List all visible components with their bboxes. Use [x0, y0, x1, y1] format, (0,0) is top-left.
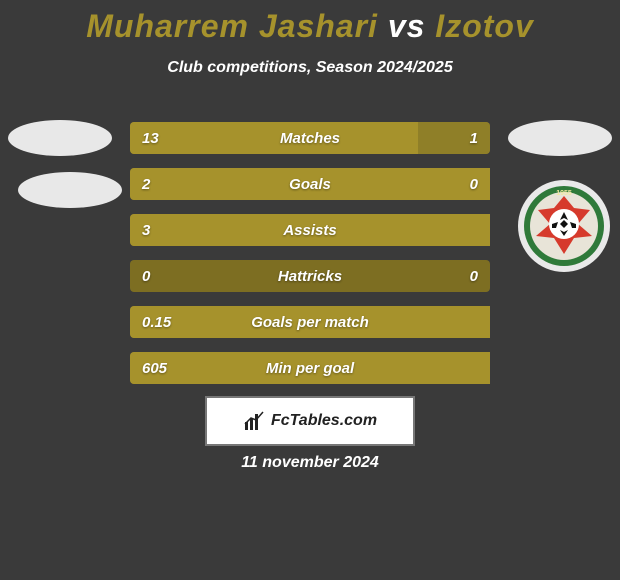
bar-label: Min per goal — [130, 352, 490, 384]
title-player1: Muharrem Jashari — [86, 8, 378, 44]
bar-value-left: 605 — [142, 352, 167, 384]
comparison-card: Muharrem Jashari vs Izotov Club competit… — [0, 0, 620, 580]
bar-label: Goals per match — [130, 306, 490, 338]
player2-club-logo: 1955 — [518, 180, 610, 272]
club-crest-icon: 1955 — [522, 184, 606, 268]
bar-value-left: 0 — [142, 260, 150, 292]
bar-value-left: 0.15 — [142, 306, 171, 338]
bar-value-right: 0 — [470, 168, 478, 200]
player1-club-placeholder — [18, 172, 122, 208]
attribution-box: FcTables.com — [205, 396, 415, 446]
bar-value-right: 0 — [470, 260, 478, 292]
chart-icon — [243, 410, 265, 432]
date-line: 11 november 2024 — [0, 454, 620, 472]
stats-bars: Matches131Goals20Assists3Hattricks00Goal… — [130, 122, 490, 398]
title-player2: Izotov — [435, 8, 533, 44]
page-title: Muharrem Jashari vs Izotov — [0, 0, 620, 45]
stat-row: Goals per match0.15 — [130, 306, 490, 338]
stat-row: Hattricks0 0 — [130, 260, 490, 292]
stat-row: Min per goal605 — [130, 352, 490, 384]
bar-value-left: 2 — [142, 168, 150, 200]
title-vs: vs — [388, 8, 426, 44]
bar-value-left: 3 — [142, 214, 150, 246]
bar-label: Assists — [130, 214, 490, 246]
bar-label: Goals — [130, 168, 490, 200]
bar-label: Hattricks — [130, 260, 490, 292]
subtitle: Club competitions, Season 2024/2025 — [0, 59, 620, 77]
svg-text:1955: 1955 — [556, 190, 572, 197]
stat-row: Goals2 0 — [130, 168, 490, 200]
bar-value-left: 13 — [142, 122, 159, 154]
player1-avatar-placeholder — [8, 120, 112, 156]
player2-avatar-placeholder — [508, 120, 612, 156]
bar-label: Matches — [130, 122, 490, 154]
stat-row: Matches13 1 — [130, 122, 490, 154]
attribution-text: FcTables.com — [271, 412, 377, 430]
stat-row: Assists3 — [130, 214, 490, 246]
bar-value-right: 1 — [470, 122, 478, 154]
